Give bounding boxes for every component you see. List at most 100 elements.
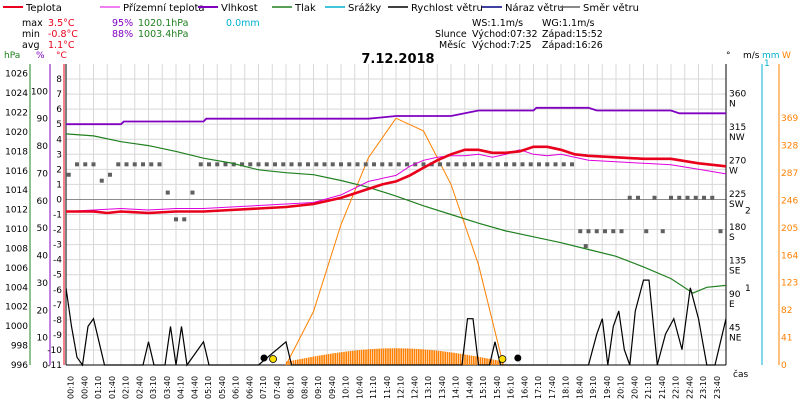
wind-direction-point: [553, 162, 558, 167]
wind-direction-point: [91, 162, 96, 167]
hpa-tick-label: 1006: [5, 264, 28, 274]
legend-label: Náraz větru: [505, 2, 564, 14]
pct-tick-label: 10: [37, 334, 49, 344]
temp-tick-label: 6: [56, 105, 62, 115]
solar-bar: [481, 357, 484, 365]
temp-tick-label: -11: [47, 361, 62, 371]
wind-direction-point: [223, 162, 228, 167]
info-sun-label: Slunce: [435, 29, 467, 40]
time-tick-label: 02:10: [122, 376, 131, 399]
solar-bar: [411, 348, 413, 365]
wind-direction-point: [165, 190, 170, 195]
solar-tick-label: 369: [781, 114, 798, 124]
solar-bar: [442, 351, 444, 365]
solar-bar: [330, 353, 332, 365]
solar-bar: [303, 358, 306, 365]
solar-bar: [369, 349, 372, 365]
hpa-unit-label: hPa: [4, 51, 20, 61]
time-tick-label: 10:10: [342, 376, 351, 399]
info-wg: WG:1.1m/s: [542, 18, 595, 29]
wind-direction-point: [215, 162, 220, 167]
solar-bar: [435, 350, 438, 365]
wind-direction-point: [355, 162, 360, 167]
dir-tick-name: SW: [729, 200, 744, 210]
hpa-tick-label: 998: [11, 342, 28, 352]
solar-bar: [484, 357, 486, 365]
temp-tick-label: 8: [56, 75, 62, 85]
wind-direction-point: [116, 162, 121, 167]
wind-direction-point: [636, 195, 640, 200]
temp-tick-label: 1: [56, 180, 62, 190]
solar-bar: [323, 354, 325, 365]
time-tick-label: 14:10: [452, 376, 461, 399]
wind-direction-point: [322, 162, 327, 167]
time-tick-label: 13:40: [438, 376, 447, 399]
wind-direction-point: [388, 162, 393, 167]
solar-bar: [398, 348, 400, 365]
dir-tick-label: 135: [729, 257, 746, 267]
temp-tick-label: -3: [53, 241, 62, 251]
hpa-tick-label: 1014: [5, 186, 28, 196]
solar-bar: [396, 348, 398, 365]
time-tick-label: 15:40: [493, 376, 502, 399]
solar-bar: [341, 352, 343, 365]
solar-bar: [308, 357, 310, 365]
solar-bar: [378, 348, 380, 365]
legend-item-rychlost-vetru: Rychlost větru: [388, 2, 483, 14]
time-tick-label: 21:40: [658, 376, 667, 399]
wind-direction-point: [248, 162, 253, 167]
wind-direction-point: [479, 162, 484, 167]
wind-direction-point: [182, 217, 187, 222]
wind-direction-point: [83, 162, 88, 167]
time-tick-label: 23:40: [713, 376, 722, 399]
time-tick-label: 22:10: [672, 376, 681, 399]
dir-tick-label: 45: [729, 324, 740, 334]
pct-tick-label: 100: [31, 87, 48, 97]
stats-min-label: min: [22, 29, 40, 40]
moonrise-marker: [260, 354, 268, 362]
solar-bar: [402, 348, 405, 365]
temp-tick-label: 4: [56, 135, 62, 145]
pct-tick-label: 50: [37, 224, 49, 234]
temp-tick-label: 3: [56, 150, 62, 160]
wind-direction-point: [512, 162, 517, 167]
legend-item-srazky: Srážky: [325, 2, 381, 14]
info-block: WS:1.1m/s WG:1.1m/s Slunce Východ:07:32 …: [435, 18, 603, 51]
time-tick-label: 18:10: [562, 376, 571, 399]
wind-direction-point: [108, 172, 112, 177]
solar-tick-label: 41: [781, 334, 792, 344]
wind-direction-point: [504, 162, 508, 167]
legend-item-teplota: Teplota: [3, 3, 62, 14]
hpa-tick-label: 1016: [5, 167, 28, 177]
solar-tick-label: 287: [781, 169, 798, 179]
pct-tick-label: 90: [37, 115, 49, 125]
solar-tick-label: 205: [781, 224, 798, 234]
wind-direction-point: [396, 162, 401, 167]
solar-bar: [486, 358, 488, 365]
legend-label: Tlak: [294, 3, 316, 14]
wind-direction-point: [339, 162, 343, 167]
legend-item-vlhkost: Vlhkost: [198, 3, 258, 14]
solar-bar: [345, 351, 347, 365]
time-tick-label: 05:10: [204, 376, 213, 399]
wind-direction-point: [603, 229, 607, 234]
legend-item-naraz-vetru: Náraz větru: [482, 2, 564, 14]
wind-speed-line: [65, 279, 727, 367]
stats-avg-temp: 1.1°C: [48, 40, 75, 51]
time-tick-label: 09:40: [328, 376, 337, 399]
info-sun-rise: Východ:07:32: [472, 29, 538, 40]
wind-direction-point: [405, 162, 409, 167]
stats-min-press: 1003.4hPa: [138, 29, 188, 40]
legend: Teplota Přízemní teplota Vlhkost Tlak Sr…: [3, 2, 639, 14]
time-tick-label: 06:40: [245, 376, 254, 399]
time-tick-label: 17:40: [548, 376, 557, 399]
hpa-tick-label: 1022: [5, 109, 28, 119]
solar-bar: [404, 348, 407, 365]
time-tick-label: 19:40: [603, 376, 612, 399]
stats-max-hum: 95%: [112, 18, 133, 29]
solar-bar: [407, 348, 409, 365]
chart-title: 7.12.2018: [361, 52, 434, 67]
solar-bar: [446, 351, 449, 365]
wind-direction-point: [528, 162, 533, 167]
